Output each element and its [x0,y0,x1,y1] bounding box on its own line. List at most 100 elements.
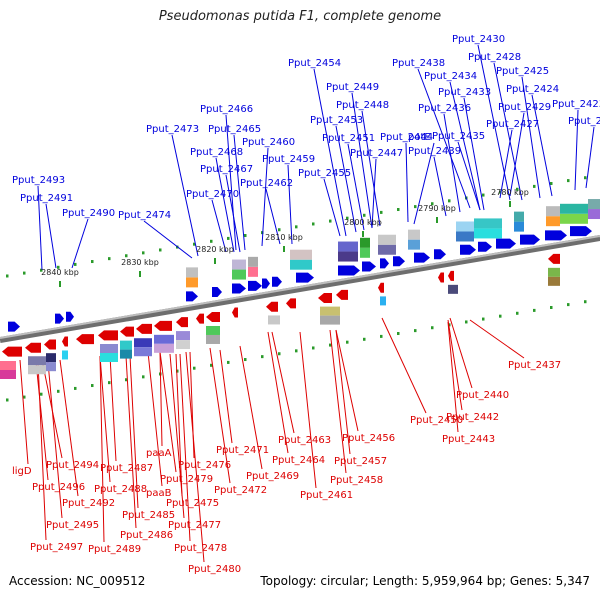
reverse-label-line [129,355,139,509]
forward-label-line [499,129,513,199]
tick-mark [139,271,141,277]
forward-gene-arrow [414,252,430,263]
forward-gene-label: Pput_2434 [424,71,477,82]
reverse-label-line [185,351,205,563]
reverse-gene-arrow [196,313,204,324]
forward-label-line [323,178,341,237]
figure-title: Pseudomonas putida F1, complete genome [158,9,442,24]
reverse-label-line [37,361,47,541]
reverse-label-line [447,321,459,433]
tick-dot [329,219,332,223]
feature-block [46,353,56,363]
tick-dot [23,271,26,275]
feature-block [588,199,600,210]
tick-dot [142,251,145,255]
genome-backbone [0,235,600,343]
tick-dot [363,337,366,341]
feature-block [176,340,190,350]
forward-gene-arrow [460,244,476,255]
feature-block [588,209,600,220]
reverse-label-line [159,351,163,447]
reverse-gene-arrow [266,301,278,312]
forward-label-line [493,62,523,201]
forward-gene-arrow [232,283,246,294]
forward-gene-label: Pput_2470 [186,189,239,200]
tick-dot [414,205,417,209]
tick-dot [278,228,281,232]
tick-dot [278,352,281,356]
tick-label: 2820 kbp [196,245,234,254]
tick-dot [108,381,111,385]
forward-gene-label: Pput_2428 [468,52,521,63]
tick-mark [59,281,61,287]
reverse-label-line [179,353,191,542]
forward-gene-arrow [186,291,198,302]
tick-dot [40,268,43,272]
forward-gene-label: Pput_2423 [552,99,600,110]
tick-dot [91,260,94,264]
tick-dot [244,358,247,362]
tick-dot [499,190,502,194]
forward-label-line [265,188,281,245]
reverse-gene-arrow [44,339,56,350]
feature-block [456,221,474,232]
reverse-gene-arrow [548,253,560,264]
reverse-gene-arrow [76,334,94,345]
feature-block [548,276,560,286]
reverse-gene-label: Pput_2437 [508,360,561,371]
reverse-label-line [209,347,231,484]
gene-labels: Pput_2430 Pput_2428 Pput_2454 Pput_2438 Pput… [12,34,600,575]
reverse-gene-label: Pput_2489 [88,544,141,555]
tick-dot [363,213,366,217]
forward-label-line [171,134,199,257]
forward-label-line [71,218,89,269]
forward-gene-arrow [545,230,567,241]
reverse-gene-arrow [336,289,348,300]
feature-block [360,247,370,258]
forward-label-line [347,143,365,231]
tick-dot [210,239,213,243]
reverse-gene-label: Pput_2494 [46,460,99,471]
forward-label-line [361,110,381,227]
forward-gene-label: potE [408,132,431,143]
forward-gene-label: Pput_2459 [262,154,315,165]
tick-dot [74,262,77,266]
tick-dot [380,334,383,338]
tick-dot [6,398,9,402]
reverse-gene-label: paaB [146,488,172,499]
forward-gene-arrow [496,238,516,249]
reverse-gene-label: Pput_2443 [442,434,495,445]
reverse-label-line [19,359,29,465]
tick-dot [91,384,94,388]
feature-block [248,266,258,277]
forward-gene-arrow [520,234,540,245]
feature-block [28,356,46,366]
forward-label-line [261,147,269,247]
forward-gene-label: Pput_2451 [322,133,375,144]
reverse-gene-label: Pput_2475 [166,498,219,509]
reverse-gene-label: Pput_2479 [160,474,213,485]
forward-label-line [287,164,293,245]
reverse-label-line [381,317,427,414]
reverse-gene-label: Pput_2464 [272,455,325,466]
forward-gene-arrow [296,272,314,283]
reverse-label-line [99,355,111,483]
reverse-gene-label: Pput_2476 [178,460,231,471]
forward-gene-label: Pput_2438 [392,58,445,69]
tick-dot [142,375,145,379]
reverse-label-line [175,353,183,497]
feature-block [120,349,132,359]
tick-label: 2830 kbp [121,258,159,267]
forward-gene-label: Pput_2465 [208,124,261,135]
forward-gene-label: Pput_2466 [200,104,253,115]
tick-dot [397,208,400,212]
feature-block [360,237,370,248]
forward-label-line [509,112,525,197]
tick-dot [295,225,298,229]
tick-dot [227,360,230,364]
feature-block [0,361,16,370]
forward-gene-arrow [272,276,282,287]
feature-block [186,267,198,278]
feature-block [100,344,118,353]
forward-label-line [371,158,377,229]
